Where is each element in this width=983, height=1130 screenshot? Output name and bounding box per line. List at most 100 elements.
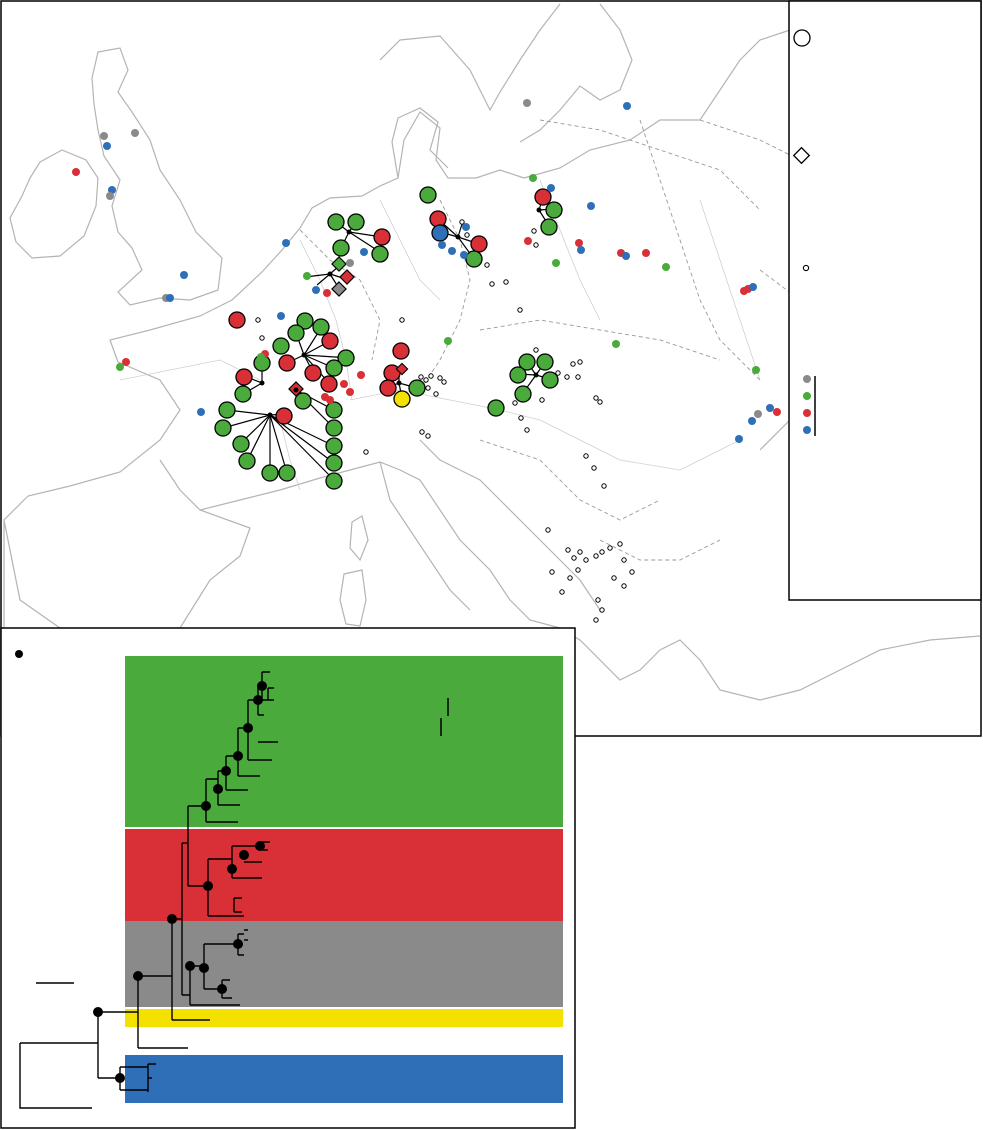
map-marker	[393, 390, 411, 408]
map-dot	[748, 417, 756, 425]
map-marker	[321, 332, 339, 350]
tree-node	[257, 681, 267, 691]
map-dot	[180, 271, 188, 279]
tree-node	[201, 801, 211, 811]
map-marker	[325, 419, 343, 437]
clade-band-c	[125, 921, 563, 1007]
map-dot	[357, 371, 365, 379]
legend-color-clade-b	[803, 409, 811, 417]
map-marker	[540, 218, 558, 236]
cluster-hubs	[259, 207, 542, 418]
map-dot	[340, 380, 348, 388]
map-dot	[547, 184, 555, 192]
coast-adriatic	[419, 439, 601, 611]
map-dot	[323, 289, 331, 297]
map-marker	[379, 379, 397, 397]
coast-baltic	[523, 29, 791, 179]
map-marker	[235, 368, 253, 386]
map-marker	[487, 399, 505, 417]
border-9	[599, 539, 721, 561]
map-marker	[278, 464, 296, 482]
map-dot	[326, 396, 334, 404]
border-3	[539, 119, 761, 211]
map-dot	[100, 132, 108, 140]
legend-box	[788, 0, 982, 601]
map-dot	[346, 388, 354, 396]
map-dot	[662, 263, 670, 271]
coast-sardinia	[339, 569, 367, 627]
map-dot	[735, 435, 743, 443]
map-marker	[287, 324, 305, 342]
coast-continent-west	[3, 111, 525, 628]
coast-iberia	[3, 459, 251, 629]
river-dnieper	[699, 199, 761, 381]
map-dot	[622, 252, 630, 260]
map-dot	[438, 241, 446, 249]
clade-band-a	[125, 656, 563, 827]
coast-sweden	[519, 3, 633, 143]
coastlines	[3, 3, 981, 701]
map-dot	[116, 363, 124, 371]
map-dot	[444, 337, 452, 345]
border-2	[419, 199, 471, 391]
map-marker	[214, 419, 232, 437]
map-dot	[523, 99, 531, 107]
map-dot	[524, 237, 532, 245]
tree-node	[221, 766, 231, 776]
map-dot	[312, 286, 320, 294]
legend-diamond-symbol	[792, 146, 811, 165]
map-marker	[534, 188, 552, 206]
legend-color-clade-c	[803, 375, 811, 383]
map-marker	[419, 186, 437, 204]
map-dot	[72, 168, 80, 176]
map-marker	[536, 353, 554, 371]
map-dot	[749, 283, 757, 291]
map-marker	[327, 213, 345, 231]
tree-panel	[0, 627, 576, 1129]
coast-italy	[379, 461, 471, 611]
map-marker	[325, 472, 343, 490]
map-dot	[575, 239, 583, 247]
map-panel	[0, 0, 982, 737]
map-marker	[431, 224, 449, 242]
tree-legend-node-marker	[15, 650, 23, 658]
map-marker	[232, 435, 250, 453]
map-marker	[347, 213, 365, 231]
tree-node	[239, 850, 249, 860]
map-marker	[545, 201, 563, 219]
map-dot	[346, 259, 354, 267]
map-dot	[460, 251, 468, 259]
coast-corsica	[349, 515, 369, 562]
coast-britain	[91, 47, 223, 306]
map-dot	[277, 312, 285, 320]
map-dot	[623, 102, 631, 110]
tree-node	[133, 971, 143, 981]
river-elbe	[379, 199, 441, 301]
small-colored-dots	[72, 99, 781, 443]
border-6	[639, 119, 761, 381]
coast-scandinavia	[379, 3, 561, 112]
map-marker	[325, 401, 343, 419]
map-marker	[296, 312, 314, 330]
map-dot	[577, 246, 585, 254]
clade-band-b	[125, 829, 563, 921]
border-1	[299, 229, 381, 361]
legend-small-circle-symbol	[802, 264, 810, 272]
border-7	[699, 119, 801, 161]
map-dot	[612, 340, 620, 348]
map-marker	[332, 239, 350, 257]
small-open-circles	[255, 219, 635, 623]
map-dot	[773, 408, 781, 416]
map-dot	[529, 174, 537, 182]
map-dot	[103, 142, 111, 150]
map-dot	[282, 239, 290, 247]
map-dot	[166, 294, 174, 302]
large-markers	[214, 186, 563, 490]
tree-node	[253, 695, 263, 705]
coast-greece	[559, 627, 981, 701]
map-marker	[325, 359, 343, 377]
river-rhine	[299, 239, 353, 401]
map-diamond	[331, 256, 347, 272]
map-marker	[541, 371, 559, 389]
